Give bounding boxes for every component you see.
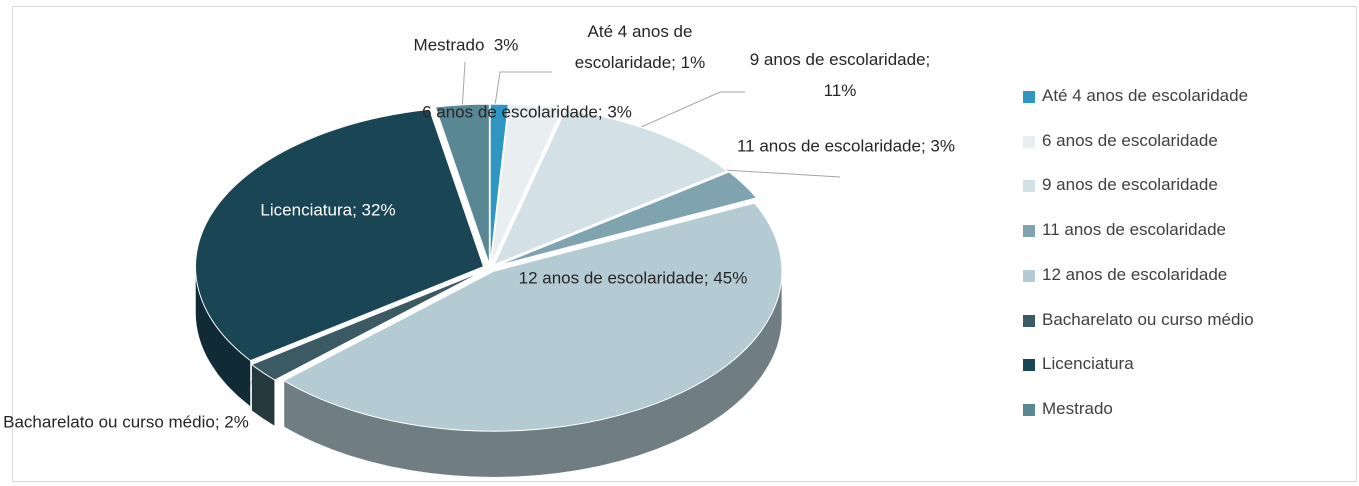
legend-swatch: [1023, 403, 1035, 416]
leader-line: [493, 71, 552, 113]
leader-line: [723, 169, 841, 178]
slice: [489, 103, 509, 265]
legend-label: 9 anos de escolaridade: [1042, 175, 1218, 195]
slice: [490, 103, 564, 265]
slice: [250, 270, 485, 381]
legend-swatch: [1023, 314, 1035, 327]
data-label: Mestrado 3%: [413, 35, 519, 55]
chart-frame: [12, 6, 1357, 482]
slice: [492, 109, 728, 266]
data-label: Licenciatura; 32%: [260, 200, 396, 220]
legend-label: 6 anos de escolaridade: [1042, 130, 1218, 150]
leader-line: [629, 91, 745, 133]
slice: [282, 202, 783, 432]
data-label: 6 anos de escolaridade; 3%: [422, 102, 632, 122]
legend-swatch: [1023, 91, 1035, 103]
legend-swatch: [1023, 269, 1035, 282]
legend-swatch: [1023, 135, 1035, 148]
legend-label: Mestrado: [1042, 398, 1113, 418]
data-label: 11 anos de escolaridade; 3%: [736, 136, 955, 156]
legend-swatch: [1023, 180, 1035, 193]
legend-label: 11 anos de escolaridade: [1042, 220, 1226, 240]
legend-label: Bacharelato ou curso médio: [1042, 309, 1254, 329]
data-label: Até 4 anos de escolaridade; 1%: [574, 22, 706, 72]
legend-swatch: [1023, 359, 1035, 372]
legend-label: Até 4 anos de escolaridade: [1042, 86, 1249, 105]
leader-line: [461, 61, 466, 113]
slice: [195, 108, 485, 362]
legend-label: Licenciatura: [1042, 354, 1134, 374]
data-label: Bacharelato ou curso médio; 2%: [3, 412, 249, 432]
legend-swatch: [1023, 225, 1035, 238]
data-label: 9 anos de escolaridade; 11%: [749, 50, 931, 100]
slice: [495, 171, 758, 267]
legend-label: 12 anos de escolaridade: [1042, 264, 1228, 284]
data-label: 12 anos de escolaridade; 45%: [518, 268, 748, 288]
slice: [434, 103, 490, 265]
